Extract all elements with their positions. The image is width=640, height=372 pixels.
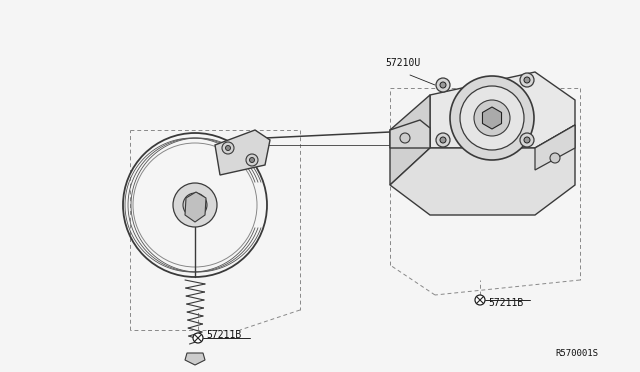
Circle shape xyxy=(440,82,446,88)
Circle shape xyxy=(460,86,524,150)
Circle shape xyxy=(475,295,485,305)
Circle shape xyxy=(520,73,534,87)
Circle shape xyxy=(400,133,410,143)
Circle shape xyxy=(524,77,530,83)
Circle shape xyxy=(450,76,534,160)
Circle shape xyxy=(246,154,258,166)
Polygon shape xyxy=(483,107,502,129)
Circle shape xyxy=(550,153,560,163)
Polygon shape xyxy=(535,125,575,170)
Text: 57211B: 57211B xyxy=(488,298,524,308)
Circle shape xyxy=(225,145,230,151)
Polygon shape xyxy=(390,125,575,215)
Circle shape xyxy=(524,137,530,143)
Polygon shape xyxy=(185,192,206,222)
Circle shape xyxy=(520,133,534,147)
Circle shape xyxy=(436,133,450,147)
Polygon shape xyxy=(430,72,575,148)
Text: 57211B: 57211B xyxy=(206,330,241,340)
Circle shape xyxy=(250,157,255,163)
Polygon shape xyxy=(390,95,430,185)
Polygon shape xyxy=(215,130,270,175)
Circle shape xyxy=(222,142,234,154)
Circle shape xyxy=(193,333,203,343)
Circle shape xyxy=(474,100,510,136)
Polygon shape xyxy=(390,120,430,148)
Circle shape xyxy=(173,183,217,227)
Polygon shape xyxy=(185,353,205,365)
Text: 57210U: 57210U xyxy=(385,58,420,68)
Circle shape xyxy=(436,78,450,92)
Circle shape xyxy=(183,193,207,217)
Text: R570001S: R570001S xyxy=(555,349,598,358)
Circle shape xyxy=(440,137,446,143)
